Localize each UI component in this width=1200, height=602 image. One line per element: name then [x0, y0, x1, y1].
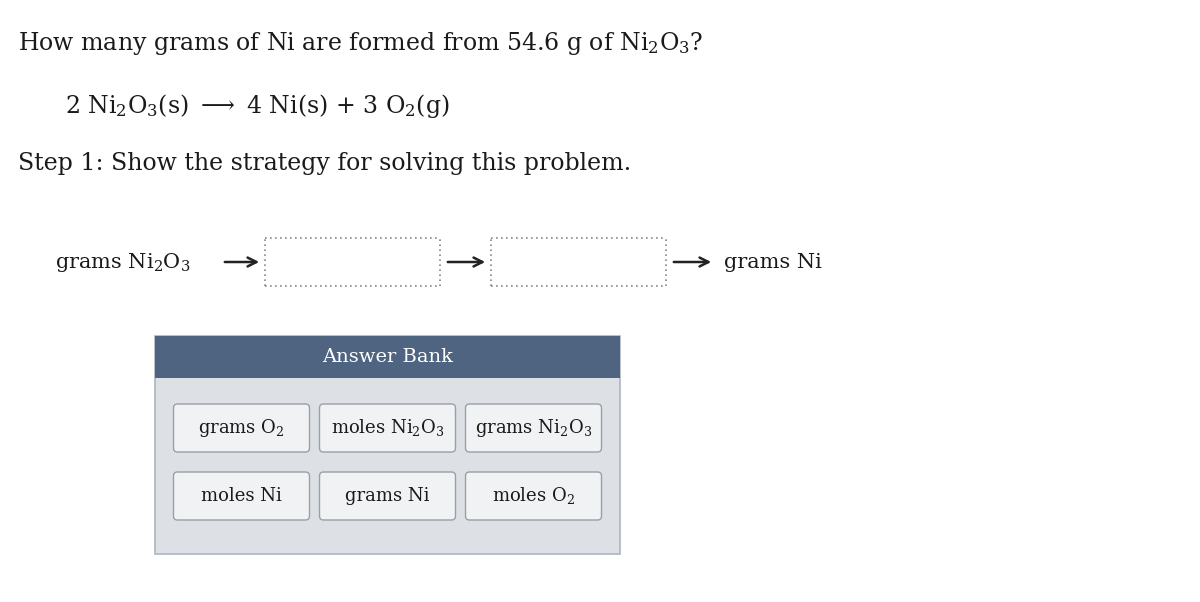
FancyBboxPatch shape: [466, 472, 601, 520]
Text: How many grams of Ni are formed from 54.6 g of Ni$_2$O$_3$?: How many grams of Ni are formed from 54.…: [18, 30, 703, 57]
Text: moles Ni$_2$O$_3$: moles Ni$_2$O$_3$: [331, 418, 444, 438]
Text: grams Ni$_2$O$_3$: grams Ni$_2$O$_3$: [55, 250, 191, 273]
FancyBboxPatch shape: [319, 472, 456, 520]
Text: 2 Ni$_2$O$_3$(s) $\longrightarrow$ 4 Ni(s) + 3 O$_2$(g): 2 Ni$_2$O$_3$(s) $\longrightarrow$ 4 Ni(…: [65, 92, 450, 120]
Text: moles O$_2$: moles O$_2$: [492, 485, 575, 506]
FancyBboxPatch shape: [466, 404, 601, 452]
FancyBboxPatch shape: [319, 404, 456, 452]
Text: Answer Bank: Answer Bank: [322, 348, 454, 366]
FancyBboxPatch shape: [174, 472, 310, 520]
Text: grams Ni: grams Ni: [724, 252, 822, 272]
Text: grams Ni$_2$O$_3$: grams Ni$_2$O$_3$: [475, 417, 592, 439]
FancyBboxPatch shape: [155, 336, 620, 378]
Text: grams O$_2$: grams O$_2$: [198, 417, 284, 439]
Text: grams Ni: grams Ni: [346, 487, 430, 505]
FancyBboxPatch shape: [155, 336, 620, 554]
FancyBboxPatch shape: [174, 404, 310, 452]
Text: moles Ni: moles Ni: [202, 487, 282, 505]
Text: Step 1: Show the strategy for solving this problem.: Step 1: Show the strategy for solving th…: [18, 152, 631, 175]
